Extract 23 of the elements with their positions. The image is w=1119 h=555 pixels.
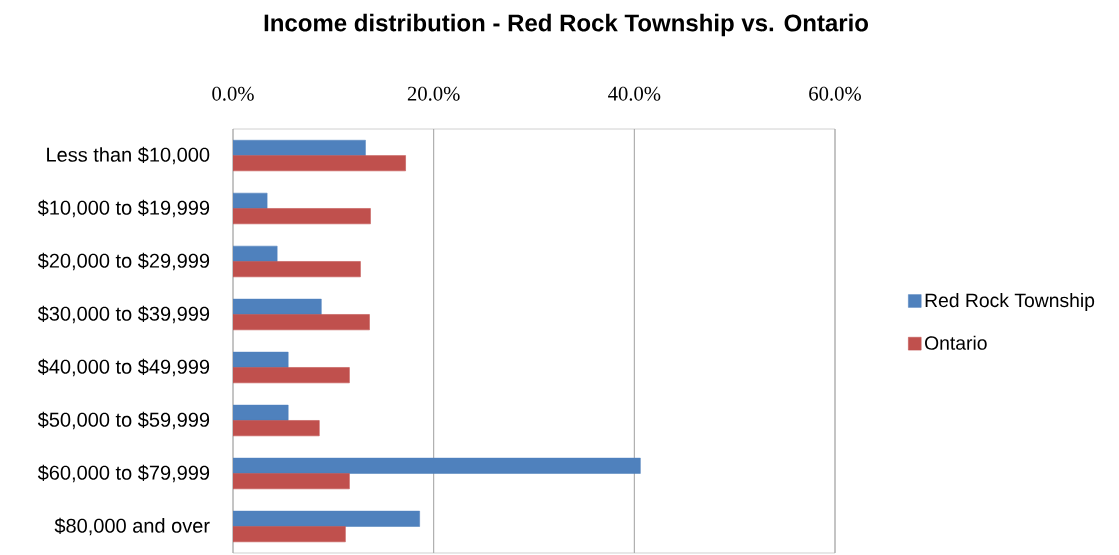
bar <box>233 245 278 262</box>
x-tick-label: 20.0% <box>407 86 460 101</box>
legend-label: Red Rock Township <box>925 292 1095 312</box>
x-tick-label: 60.0% <box>809 86 861 101</box>
y-tick-label: Less than $10,000 <box>47 146 210 165</box>
bar <box>233 298 322 315</box>
x-tick-label: 0.0% <box>212 86 254 101</box>
y-tick-label: $30,000 to $39,999 <box>37 305 210 324</box>
y-tick-label: $50,000 to $59,999 <box>37 411 210 430</box>
legend-label: Ontario <box>925 335 987 350</box>
x-tick-label: 40.0% <box>608 86 661 101</box>
y-tick-label: $80,000 and over <box>54 517 210 536</box>
y-tick-label: $20,000 to $29,999 <box>37 252 210 271</box>
chart-title: Income distribution - Red Rock Township vs. Ontario <box>264 13 868 37</box>
y-tick-label: $40,000 to $49,999 <box>37 358 210 377</box>
bar <box>233 510 420 527</box>
y-tick-label: $10,000 to $19,999 <box>37 199 210 218</box>
bar <box>233 404 289 421</box>
bar <box>233 351 289 368</box>
bar <box>233 457 641 474</box>
y-tick-label: $60,000 to $79,999 <box>37 464 210 483</box>
bar <box>233 139 366 156</box>
bar <box>233 192 268 209</box>
